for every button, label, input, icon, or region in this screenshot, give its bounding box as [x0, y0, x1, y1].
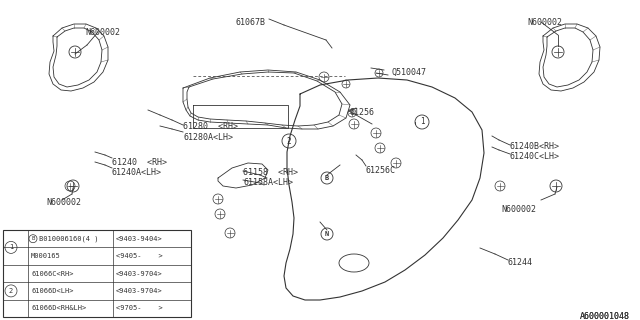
Text: 1: 1: [9, 244, 13, 250]
Text: 61066D<LH>: 61066D<LH>: [31, 288, 74, 294]
Bar: [3, 230, 191, 317]
Text: 61240A<LH>: 61240A<LH>: [112, 168, 162, 177]
Text: 61066D<RH&LH>: 61066D<RH&LH>: [31, 305, 86, 311]
Text: N600002: N600002: [527, 18, 562, 27]
Text: 61280  <RH>: 61280 <RH>: [183, 122, 238, 131]
Text: <9403-9704>: <9403-9704>: [116, 270, 163, 276]
Text: 61067B: 61067B: [235, 18, 265, 27]
Text: N600002: N600002: [501, 205, 536, 214]
Text: 61244: 61244: [508, 258, 533, 267]
Text: 2: 2: [287, 137, 291, 146]
Text: 61240  <RH>: 61240 <RH>: [112, 158, 167, 167]
Text: 1: 1: [420, 117, 424, 126]
Text: 61158  <RH>: 61158 <RH>: [243, 168, 298, 177]
Text: N600002: N600002: [85, 28, 120, 37]
Text: 2: 2: [9, 288, 13, 294]
Text: A600001048: A600001048: [580, 312, 630, 320]
Text: <9403-9704>: <9403-9704>: [116, 288, 163, 294]
Text: <9403-9404>: <9403-9404>: [116, 236, 163, 242]
Text: B: B: [31, 236, 35, 241]
Text: <9705-    >: <9705- >: [116, 305, 163, 311]
Text: A600001048: A600001048: [580, 312, 630, 320]
Text: N: N: [325, 231, 329, 237]
Text: B010006160(4 ): B010006160(4 ): [39, 236, 99, 242]
Text: 61256: 61256: [349, 108, 374, 117]
Text: B: B: [325, 175, 329, 181]
Text: 61158A<LH>: 61158A<LH>: [243, 178, 293, 187]
Text: N600002: N600002: [46, 198, 81, 207]
Text: 61256C: 61256C: [366, 166, 396, 175]
Text: 61280A<LH>: 61280A<LH>: [183, 133, 233, 142]
Text: 61066C<RH>: 61066C<RH>: [31, 270, 74, 276]
Text: M000165: M000165: [31, 253, 61, 259]
Text: <9405-    >: <9405- >: [116, 253, 163, 259]
Text: Q510047: Q510047: [392, 68, 427, 77]
Text: 61240B<RH>: 61240B<RH>: [510, 142, 560, 151]
Text: 61240C<LH>: 61240C<LH>: [510, 152, 560, 161]
